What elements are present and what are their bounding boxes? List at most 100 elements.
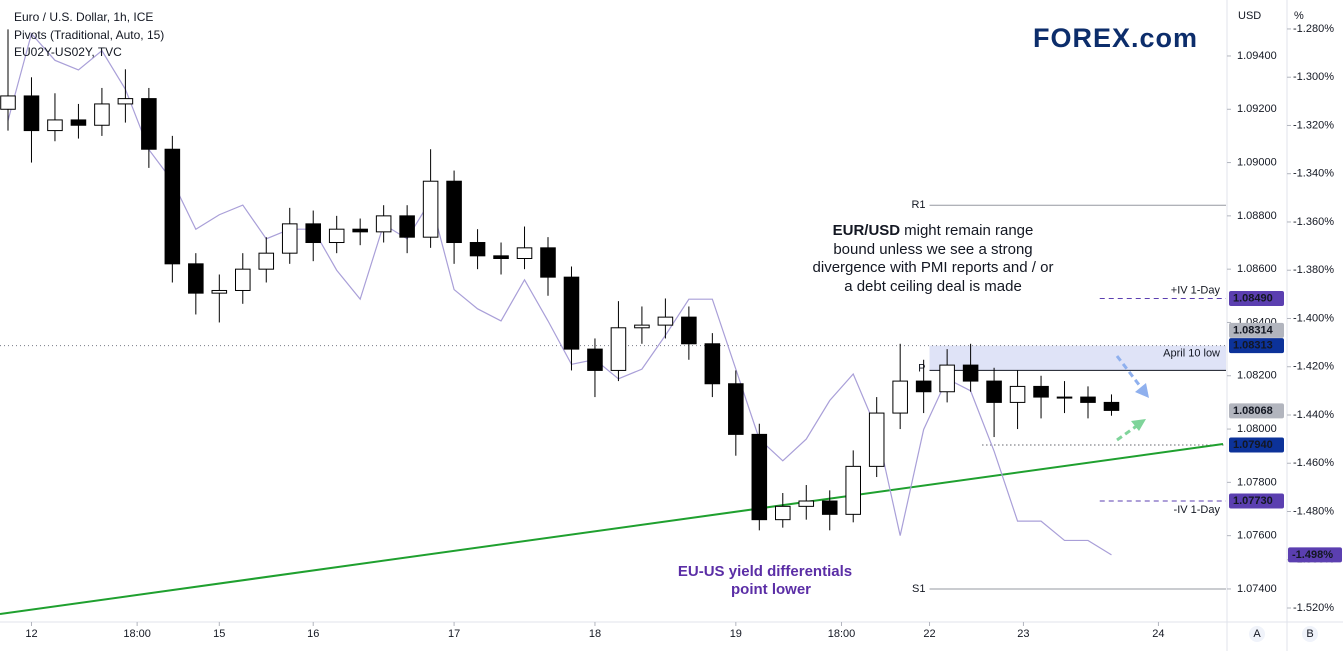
y-tick-label: 1.08600 bbox=[1237, 263, 1277, 275]
x-tick-label: 18:00 bbox=[123, 628, 151, 640]
candle-body bbox=[657, 316, 674, 326]
candle-body bbox=[375, 215, 392, 233]
y2-tick-label: -1.360% bbox=[1293, 216, 1334, 228]
price-label-box bbox=[1229, 437, 1284, 453]
price-label-box bbox=[1229, 403, 1284, 419]
y2-tick-label: -1.300% bbox=[1293, 71, 1334, 83]
level-label: P bbox=[918, 362, 925, 374]
x-tick-label: 19 bbox=[730, 628, 742, 640]
y-tick-label: 1.07400 bbox=[1237, 583, 1277, 595]
candle-body bbox=[1033, 385, 1049, 398]
y2-unit: % bbox=[1294, 10, 1304, 22]
candle-body bbox=[1056, 396, 1073, 399]
annotation-bold: EUR/USD bbox=[833, 222, 901, 239]
zone bbox=[929, 345, 1226, 371]
scale-button[interactable] bbox=[1302, 626, 1318, 642]
price-label: 1.07730 bbox=[1233, 495, 1273, 507]
candle-body bbox=[1080, 396, 1096, 403]
candle-body bbox=[704, 343, 721, 385]
candle-body bbox=[681, 316, 697, 345]
y2-tick-label: -1.460% bbox=[1293, 457, 1334, 469]
candle-body bbox=[798, 500, 815, 507]
arrow-up bbox=[1116, 423, 1139, 442]
candle-body bbox=[23, 95, 40, 132]
yield-annotation: EU-US yield differentials bbox=[678, 563, 852, 580]
y2-tick-label: -1.400% bbox=[1293, 312, 1334, 324]
annotation-line: bound unless we see a strong bbox=[833, 241, 1032, 258]
yield-annotation: point lower bbox=[731, 581, 811, 598]
price-label-box bbox=[1288, 547, 1342, 563]
y-tick-label: 1.09000 bbox=[1237, 156, 1277, 168]
price-label-box bbox=[1229, 493, 1284, 509]
candle-body bbox=[634, 324, 650, 329]
candle-body bbox=[399, 215, 415, 238]
x-tick-label: 24 bbox=[1152, 628, 1164, 640]
x-tick-label: 18 bbox=[589, 628, 601, 640]
candle-body bbox=[352, 228, 368, 233]
x-tick-label: 18:00 bbox=[828, 628, 856, 640]
candle-body bbox=[610, 327, 627, 371]
candle-body bbox=[751, 433, 768, 521]
candle-body bbox=[422, 180, 439, 238]
level-label: -IV 1-Day bbox=[1174, 504, 1221, 516]
y2-tick-label: -1.280% bbox=[1293, 23, 1334, 35]
y2-tick-label: -1.380% bbox=[1293, 264, 1334, 276]
annotation-line: a debt ceiling deal is made bbox=[844, 278, 1022, 295]
price-label-box bbox=[1229, 338, 1284, 354]
candle-body bbox=[211, 289, 228, 294]
candle-body bbox=[728, 383, 744, 435]
trendline bbox=[0, 442, 1224, 615]
arrow-head bbox=[1131, 419, 1146, 431]
price-label-box bbox=[1229, 290, 1284, 306]
candle-body bbox=[446, 180, 462, 244]
price-label: 1.08313 bbox=[1233, 340, 1273, 352]
level-label: R1 bbox=[911, 199, 925, 211]
candle-body bbox=[986, 380, 1002, 403]
candle-body bbox=[258, 252, 275, 270]
scale-button[interactable] bbox=[1249, 626, 1265, 642]
candle-body bbox=[962, 364, 979, 382]
candle-body bbox=[305, 223, 321, 244]
annotation-line: might remain range bbox=[904, 222, 1033, 239]
x-tick-label: 17 bbox=[448, 628, 460, 640]
candle-body bbox=[328, 228, 345, 244]
candle-body bbox=[587, 348, 603, 371]
price-label-box bbox=[1229, 322, 1284, 338]
candle-body bbox=[845, 465, 861, 515]
arrow-head bbox=[1135, 383, 1149, 398]
candle-body bbox=[775, 505, 791, 521]
price-label: 1.07940 bbox=[1233, 439, 1273, 451]
y2-tick-label: -1.480% bbox=[1293, 505, 1334, 517]
y2-tick-label: -1.440% bbox=[1293, 409, 1334, 421]
x-tick-label: 16 bbox=[307, 628, 319, 640]
y-tick-label: 1.07600 bbox=[1237, 530, 1277, 542]
x-tick-label: 12 bbox=[25, 628, 37, 640]
candle-body bbox=[70, 119, 87, 126]
candle-body bbox=[94, 103, 110, 126]
overlay-title: EU02Y-US02Y, TVC bbox=[14, 45, 122, 59]
level-label: +IV 1-Day bbox=[1171, 284, 1221, 296]
candle-body bbox=[821, 500, 838, 515]
candle-body bbox=[164, 148, 181, 265]
scale-button-label[interactable]: A bbox=[1253, 628, 1261, 640]
candle-body bbox=[235, 268, 251, 291]
y-tick-label: 1.08200 bbox=[1237, 370, 1277, 382]
y-unit: USD bbox=[1238, 10, 1261, 22]
candle-body bbox=[516, 247, 533, 260]
candle-body bbox=[141, 98, 157, 150]
x-tick-label: 22 bbox=[923, 628, 935, 640]
y-tick-label: 1.07800 bbox=[1237, 476, 1277, 488]
zone-label: April 10 low bbox=[1163, 348, 1220, 360]
y-tick-label: 1.09400 bbox=[1237, 50, 1277, 62]
candle-body bbox=[281, 223, 298, 254]
logo: FOREX.com bbox=[1033, 23, 1198, 53]
axes: 1.07400 1.07600 1.07800 1.08000 1.08200 1.084… bbox=[25, 23, 1342, 640]
scale-button-label[interactable]: B bbox=[1306, 628, 1313, 640]
x-tick-label: 23 bbox=[1017, 628, 1029, 640]
candle-body bbox=[1103, 401, 1120, 411]
price-label: 1.08068 bbox=[1233, 405, 1273, 417]
y-tick-label: 1.08800 bbox=[1237, 210, 1277, 222]
candle-body bbox=[915, 380, 932, 393]
candle-body bbox=[868, 412, 885, 467]
